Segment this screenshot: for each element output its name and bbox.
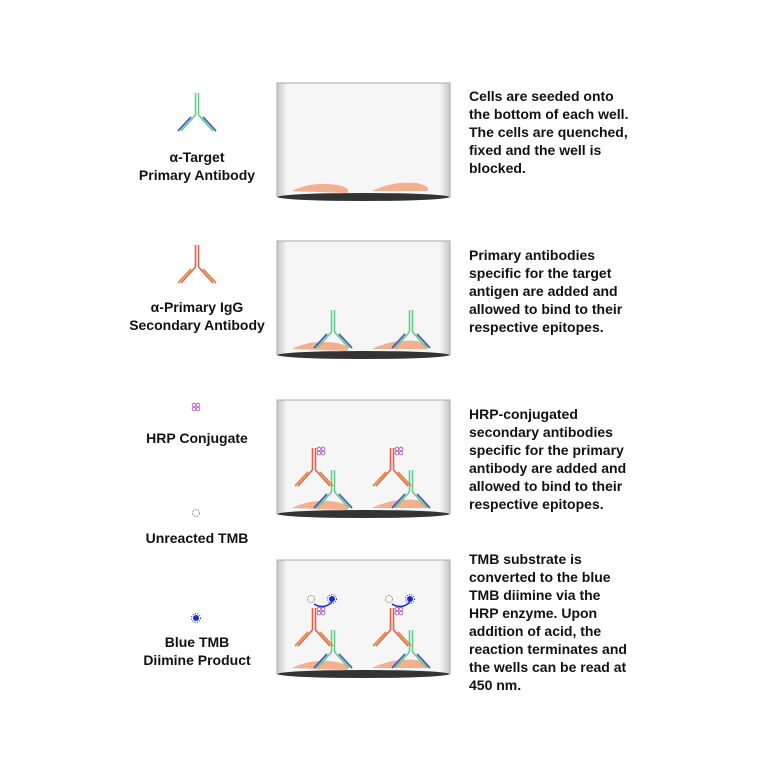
label-line: α-Target (169, 149, 225, 165)
text-line: HRP-conjugated (469, 406, 578, 422)
hrp-conjugate-icon (191, 402, 201, 412)
legend-label-primary-antibody: α-Target Primary Antibody (107, 148, 287, 184)
text-line: secondary antibodies (469, 424, 613, 440)
text-line: antibody are added and (469, 460, 627, 476)
unreacted-tmb-icon (192, 509, 200, 517)
label-line: Unreacted TMB (145, 530, 249, 546)
text-line: allowed to bind to their (469, 301, 623, 317)
primary-antibody-icon (177, 92, 217, 132)
label-line: Blue TMB (164, 634, 230, 650)
well-step-1 (276, 82, 451, 202)
legend-label-unreacted-tmb: Unreacted TMB (107, 529, 287, 547)
text-line: 450 nm. (469, 677, 522, 693)
text-line: TMB diimine via the (469, 587, 601, 603)
text-line: converted to the blue (469, 569, 611, 585)
label-line: HRP Conjugate (146, 430, 248, 446)
well-step-3 (276, 399, 451, 519)
text-line: respective epitopes. (469, 319, 604, 335)
text-line: The cells are quenched, (469, 124, 628, 140)
label-line: Secondary Antibody (129, 317, 265, 333)
legend-label-hrp: HRP Conjugate (107, 429, 287, 447)
step-2-description: Primary antibodies specific for the targ… (469, 246, 659, 336)
text-line: allowed to bind to their (469, 478, 623, 494)
text-line: reaction terminates and (469, 641, 627, 657)
text-line: specific for the primary (469, 442, 624, 458)
text-line: antigen are added and (469, 283, 618, 299)
text-line: respective epitopes. (469, 496, 604, 512)
text-line: Primary antibodies (469, 247, 596, 263)
text-line: the wells can be read at (469, 659, 627, 675)
label-line: Primary Antibody (138, 167, 256, 183)
text-line: TMB substrate is (469, 551, 582, 567)
text-line: Cells are seeded onto (469, 88, 614, 104)
step-3-description: HRP-conjugated secondary antibodies spec… (469, 405, 659, 513)
label-line: Diimine Product (143, 652, 251, 668)
step-1-description: Cells are seeded onto the bottom of each… (469, 87, 659, 177)
well-step-2 (276, 240, 451, 360)
text-line: the bottom of each well. (469, 106, 629, 122)
blue-tmb-icon (191, 613, 201, 623)
text-line: specific for the target (469, 265, 612, 281)
text-line: addition of acid, the (469, 623, 602, 639)
label-line: α-Primary IgG (150, 299, 244, 315)
text-line: blocked. (469, 160, 526, 176)
legend-label-secondary-antibody: α-Primary IgG Secondary Antibody (107, 298, 287, 334)
legend-label-blue-tmb: Blue TMB Diimine Product (107, 633, 287, 669)
text-line: HRP enzyme. Upon (469, 605, 598, 621)
text-line: fixed and the well is (469, 142, 602, 158)
well-step-4 (276, 559, 451, 679)
secondary-antibody-icon (177, 244, 217, 284)
step-4-description: TMB substrate is converted to the blue T… (469, 550, 659, 694)
